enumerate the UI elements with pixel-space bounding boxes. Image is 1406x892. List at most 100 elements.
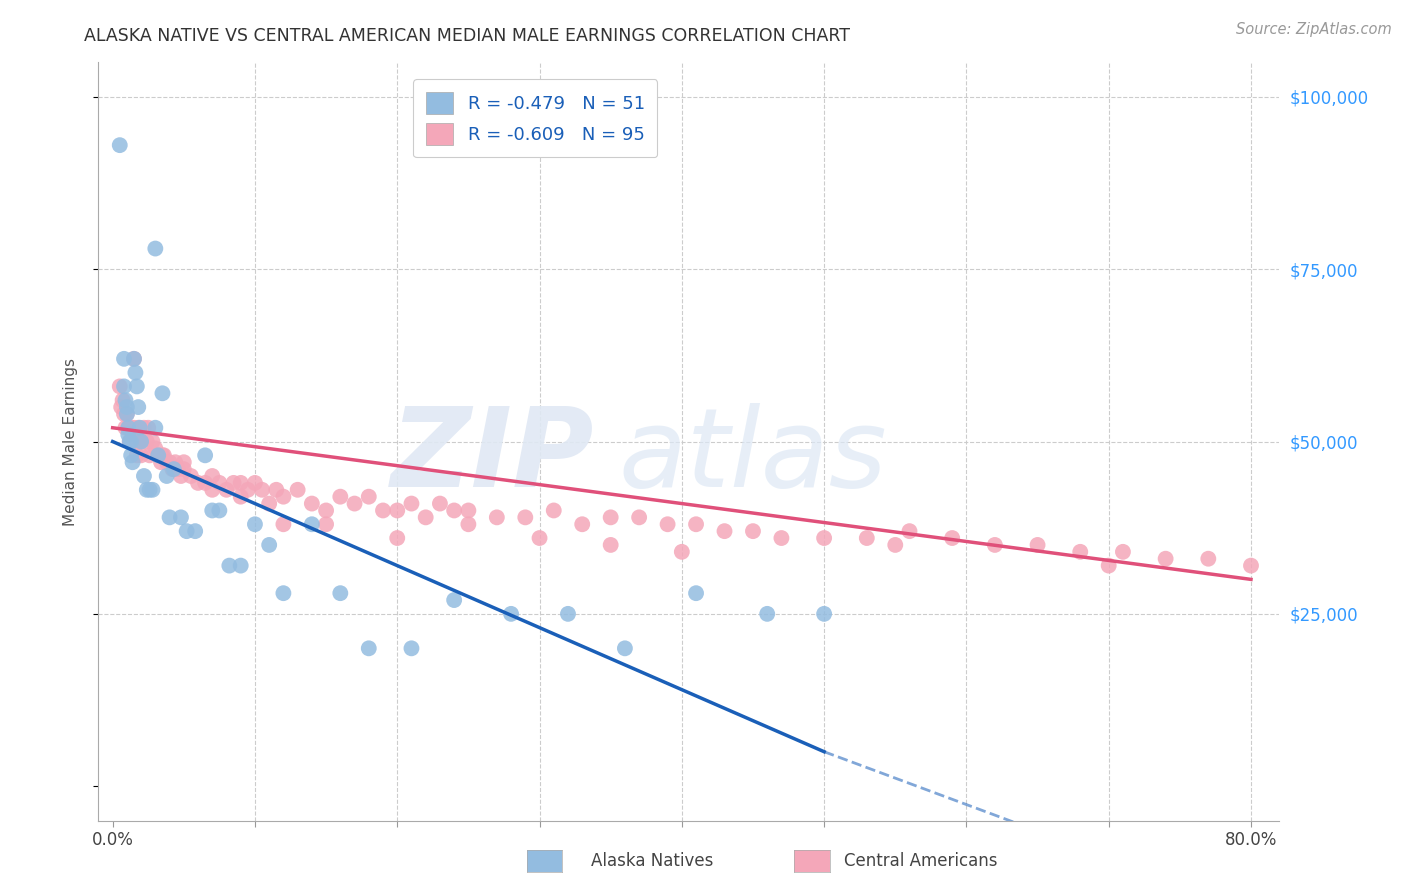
Point bbox=[143, 442, 166, 456]
Point bbox=[257, 497, 280, 511]
Point bbox=[117, 421, 139, 435]
Point bbox=[415, 510, 437, 524]
Point bbox=[443, 503, 465, 517]
Point bbox=[125, 448, 148, 462]
Point bbox=[941, 531, 963, 545]
Point bbox=[208, 503, 231, 517]
Point bbox=[371, 503, 394, 517]
Point bbox=[499, 607, 522, 621]
Point bbox=[127, 421, 149, 435]
Point bbox=[742, 524, 765, 538]
Point bbox=[117, 427, 139, 442]
Text: Central Americans: Central Americans bbox=[844, 852, 997, 870]
Point bbox=[671, 545, 693, 559]
Point bbox=[756, 607, 779, 621]
Point bbox=[122, 351, 145, 366]
Point bbox=[266, 483, 288, 497]
Point bbox=[571, 517, 593, 532]
Point bbox=[129, 434, 152, 449]
Point bbox=[150, 455, 173, 469]
Point bbox=[429, 497, 451, 511]
Point bbox=[343, 497, 366, 511]
Point bbox=[401, 641, 423, 656]
Point bbox=[201, 469, 224, 483]
Point bbox=[117, 421, 139, 435]
Point bbox=[173, 455, 195, 469]
Point bbox=[180, 469, 202, 483]
Point bbox=[120, 434, 142, 449]
Point bbox=[813, 607, 835, 621]
Point bbox=[387, 531, 409, 545]
Y-axis label: Median Male Earnings: Median Male Earnings bbox=[63, 358, 77, 525]
Point bbox=[194, 475, 217, 490]
Point bbox=[770, 531, 793, 545]
Point bbox=[115, 400, 138, 414]
Point bbox=[457, 503, 479, 517]
Point bbox=[599, 510, 621, 524]
Point bbox=[194, 448, 217, 462]
Point bbox=[121, 455, 143, 469]
Point bbox=[1098, 558, 1121, 573]
Point bbox=[685, 517, 707, 532]
Point bbox=[170, 469, 193, 483]
Point bbox=[122, 421, 145, 435]
Point bbox=[557, 607, 579, 621]
Point bbox=[141, 483, 163, 497]
Point bbox=[165, 455, 187, 469]
Point bbox=[162, 462, 184, 476]
Point bbox=[1026, 538, 1049, 552]
Point bbox=[127, 400, 149, 414]
Point bbox=[243, 475, 266, 490]
Point bbox=[124, 366, 146, 380]
Point bbox=[128, 421, 150, 435]
Point bbox=[229, 490, 252, 504]
Point bbox=[184, 524, 207, 538]
Point bbox=[108, 138, 131, 153]
Point bbox=[118, 434, 141, 449]
Point bbox=[329, 490, 352, 504]
Point bbox=[1197, 551, 1219, 566]
Point bbox=[138, 483, 160, 497]
Text: atlas: atlas bbox=[619, 403, 887, 510]
Point bbox=[152, 386, 174, 401]
Point bbox=[229, 558, 252, 573]
Point bbox=[121, 434, 143, 449]
Point bbox=[485, 510, 508, 524]
Point bbox=[236, 483, 259, 497]
Point bbox=[229, 475, 252, 490]
Point bbox=[125, 379, 148, 393]
Point bbox=[599, 538, 621, 552]
Point bbox=[122, 351, 145, 366]
Legend: R = -0.479   N = 51, R = -0.609   N = 95: R = -0.479 N = 51, R = -0.609 N = 95 bbox=[413, 79, 658, 157]
Point bbox=[613, 641, 636, 656]
Point bbox=[159, 455, 181, 469]
Point bbox=[543, 503, 565, 517]
Point bbox=[167, 462, 190, 476]
Point bbox=[115, 407, 138, 421]
Point bbox=[984, 538, 1007, 552]
Point bbox=[387, 503, 409, 517]
Point bbox=[201, 503, 224, 517]
Point bbox=[173, 462, 195, 476]
Point bbox=[136, 421, 159, 435]
Point bbox=[129, 448, 152, 462]
Point bbox=[112, 407, 135, 421]
Point bbox=[813, 531, 835, 545]
Text: ALASKA NATIVE VS CENTRAL AMERICAN MEDIAN MALE EARNINGS CORRELATION CHART: ALASKA NATIVE VS CENTRAL AMERICAN MEDIAN… bbox=[84, 27, 851, 45]
Point bbox=[108, 379, 131, 393]
Point bbox=[120, 448, 142, 462]
Point bbox=[250, 483, 273, 497]
Point bbox=[148, 448, 170, 462]
Point bbox=[222, 475, 245, 490]
Point bbox=[357, 490, 380, 504]
Point bbox=[128, 434, 150, 449]
Point bbox=[143, 242, 166, 256]
Point bbox=[443, 593, 465, 607]
Point bbox=[515, 510, 537, 524]
Point bbox=[153, 448, 176, 462]
Point bbox=[1240, 558, 1263, 573]
Point bbox=[713, 524, 735, 538]
Point bbox=[243, 517, 266, 532]
Point bbox=[315, 503, 337, 517]
Text: Source: ZipAtlas.com: Source: ZipAtlas.com bbox=[1236, 22, 1392, 37]
